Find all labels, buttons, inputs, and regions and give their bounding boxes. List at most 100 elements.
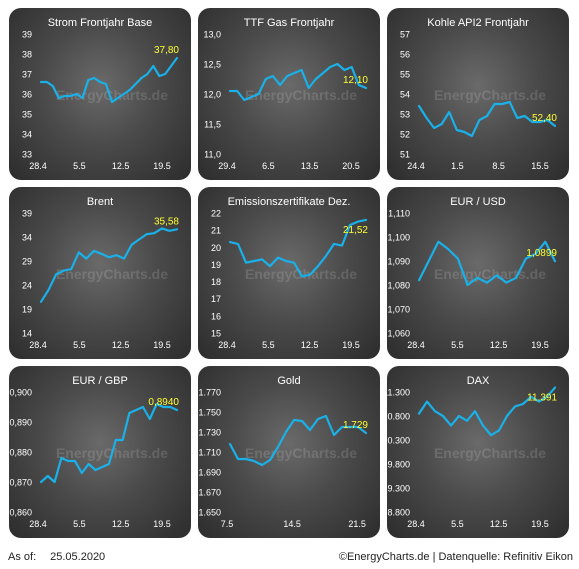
series-line <box>417 100 557 138</box>
y-tick-label: 15 <box>211 329 221 339</box>
last-value-label: 35,58 <box>154 216 179 227</box>
chart-panel-brent: EnergyCharts.de Brent 14 19 24 29 34 39 28.4 5.5 1… <box>9 187 191 359</box>
chart-svg: EnergyCharts.de Gold 1.650 1.670 1.690 1.710 1… <box>198 375 368 529</box>
y-tick-label: 1.730 <box>198 428 221 438</box>
as-of-date: 25.05.2020 <box>50 551 106 563</box>
x-tick-label: 28.4 <box>29 519 47 529</box>
chart-panel-eurusd: EnergyCharts.de EUR / USD 1,060 1,070 1,080 1… <box>387 187 569 359</box>
as-of-label: As of: <box>8 551 37 563</box>
x-tick-label: 19.5 <box>153 519 171 529</box>
x-tick-label: 15.5 <box>531 161 549 171</box>
x-tick-label: 5.5 <box>73 340 86 350</box>
x-tick-label: 19.5 <box>153 161 171 171</box>
chart-title: TTF Gas Frontjahr <box>244 17 335 29</box>
y-tick-label: 39 <box>22 209 32 219</box>
chart-panel-kohle: EnergyCharts.de Kohle API2 Frontjahr 51 52 5… <box>387 8 569 180</box>
chart-title: Gold <box>277 375 300 387</box>
x-tick-label: 29.4 <box>218 161 236 171</box>
chart-panel-gold: EnergyCharts.de Gold 1.650 1.670 1.690 1.710 1… <box>198 366 380 538</box>
x-tick-label: 21.5 <box>348 519 366 529</box>
series-line <box>39 56 179 104</box>
series-line <box>417 240 557 287</box>
x-tick-label: 12.5 <box>490 519 508 529</box>
y-tick-label: 34 <box>22 130 32 140</box>
y-tick-label: 33 <box>22 150 32 160</box>
y-tick-label: 9.800 <box>387 460 410 470</box>
x-tick-label: 8.5 <box>492 161 505 171</box>
x-tick-label: 12.5 <box>112 340 130 350</box>
x-tick-label: 5.5 <box>73 161 86 171</box>
watermark-text: EnergyCharts.de <box>434 445 546 461</box>
x-tick-label: 24.4 <box>407 161 425 171</box>
chart-title: Brent <box>87 196 113 208</box>
y-tick-label: 54 <box>400 90 410 100</box>
y-tick-label: 51 <box>400 150 410 160</box>
chart-panel-eurgbp: EnergyCharts.de EUR / GBP 0,860 0,870 0,880 0… <box>9 366 191 538</box>
x-tick-label: 28.4 <box>29 161 47 171</box>
y-tick-label: 1,070 <box>387 305 410 315</box>
x-tick-label: 5.5 <box>451 340 464 350</box>
y-tick-label: 1.670 <box>198 488 221 498</box>
chart-svg: EnergyCharts.de Kohle API2 Frontjahr 51 52 5… <box>400 17 557 171</box>
chart-title: DAX <box>467 375 490 387</box>
watermark-text: EnergyCharts.de <box>245 445 357 461</box>
x-tick-label: 20.5 <box>342 161 360 171</box>
y-tick-label: 39 <box>22 30 32 40</box>
x-tick-label: 19.5 <box>342 340 360 350</box>
y-tick-label: 12,0 <box>203 90 221 100</box>
chart-svg: EnergyCharts.de TTF Gas Frontjahr 11,0 11,5… <box>203 17 368 171</box>
x-tick-label: 28.4 <box>407 340 425 350</box>
x-tick-label: 14.5 <box>283 519 301 529</box>
chart-svg: EnergyCharts.de Brent 14 19 24 29 34 39 28.4 5.5 1… <box>22 196 179 350</box>
watermark-text: EnergyCharts.de <box>245 87 357 103</box>
y-tick-label: 1,060 <box>387 329 410 339</box>
y-tick-label: 12,5 <box>203 60 221 70</box>
chart-panel-strom: EnergyCharts.de Strom Frontjahr Base 33 34 3… <box>9 8 191 180</box>
x-tick-label: 28.4 <box>407 519 425 529</box>
y-tick-label: 53 <box>400 110 410 120</box>
as-of-line: As of: 25.05.2020 <box>8 551 105 563</box>
y-tick-label: 1,100 <box>387 233 410 243</box>
watermark-text: EnergyCharts.de <box>434 87 546 103</box>
y-tick-label: 13,0 <box>203 30 221 40</box>
x-tick-label: 6.5 <box>262 161 275 171</box>
y-tick-label: 0,880 <box>9 448 32 458</box>
y-tick-label: 10.800 <box>387 412 410 422</box>
x-tick-label: 5.5 <box>73 519 86 529</box>
last-value-label: 1,0899 <box>526 248 557 259</box>
y-tick-label: 56 <box>400 50 410 60</box>
y-tick-label: 57 <box>400 30 410 40</box>
y-tick-label: 0,870 <box>9 478 32 488</box>
y-tick-label: 1.710 <box>198 448 221 458</box>
y-tick-label: 29 <box>22 257 32 267</box>
x-tick-label: 12.5 <box>112 161 130 171</box>
y-tick-label: 0,860 <box>9 508 32 518</box>
x-tick-label: 19.5 <box>153 340 171 350</box>
y-tick-label: 10.300 <box>387 436 410 446</box>
x-tick-label: 12.5 <box>490 340 508 350</box>
x-tick-label: 12.5 <box>301 340 319 350</box>
x-tick-label: 19.5 <box>531 340 549 350</box>
x-tick-label: 7.5 <box>221 519 234 529</box>
last-value-label: 21,52 <box>343 225 368 236</box>
chart-panel-gas: EnergyCharts.de TTF Gas Frontjahr 11,0 11,5… <box>198 8 380 180</box>
series-line <box>39 402 179 484</box>
y-tick-label: 8.800 <box>387 508 410 518</box>
x-tick-label: 5.5 <box>262 340 275 350</box>
chart-title: Emissionszertifikate Dez. <box>228 196 351 208</box>
y-tick-label: 1,080 <box>387 281 410 291</box>
x-tick-label: 13.5 <box>301 161 319 171</box>
y-tick-label: 35 <box>22 110 32 120</box>
y-tick-label: 36 <box>22 90 32 100</box>
y-tick-label: 1.690 <box>198 468 221 478</box>
last-value-label: 12,10 <box>343 75 368 86</box>
chart-title: Strom Frontjahr Base <box>48 17 153 29</box>
y-tick-label: 17 <box>211 294 221 304</box>
y-tick-label: 1.770 <box>198 388 221 398</box>
y-tick-label: 55 <box>400 70 410 80</box>
y-tick-label: 19 <box>211 260 221 270</box>
y-tick-label: 1,090 <box>387 257 410 267</box>
last-value-label: 1.729 <box>343 420 368 431</box>
y-tick-label: 34 <box>22 233 32 243</box>
